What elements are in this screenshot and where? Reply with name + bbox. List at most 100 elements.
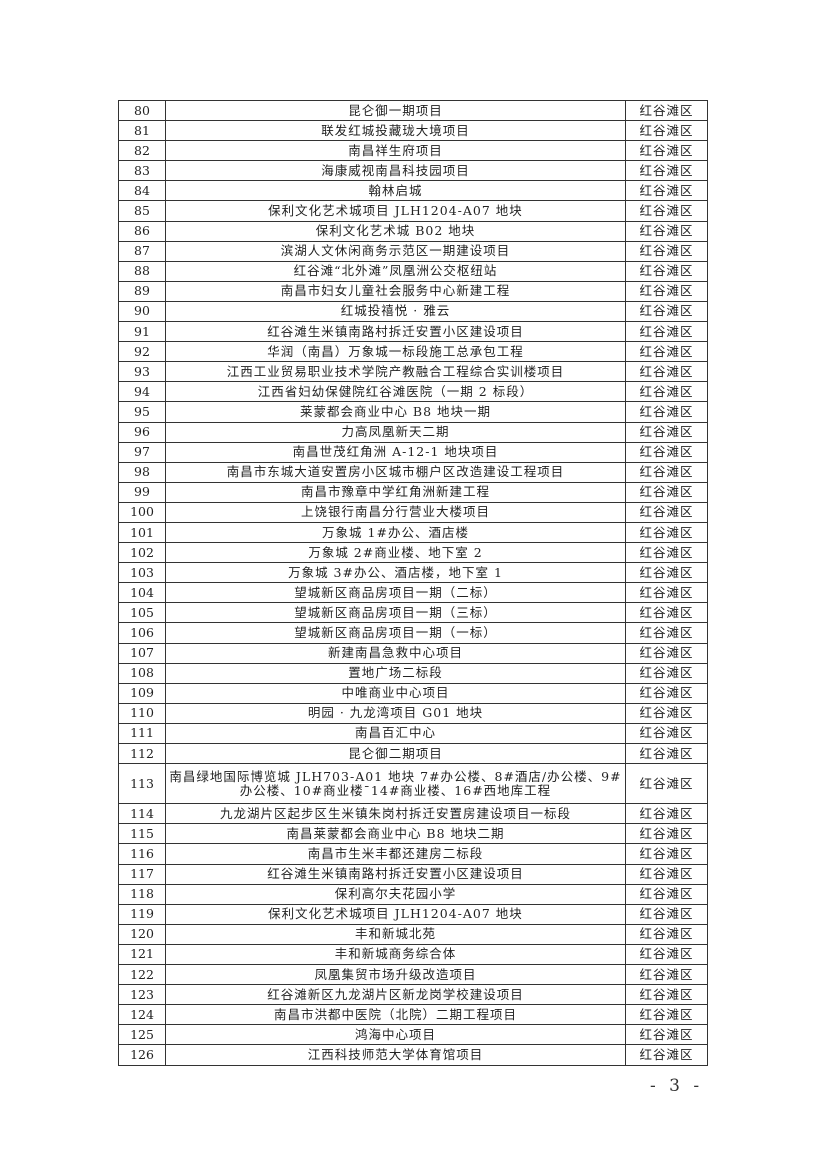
project-name-cell: 望城新区商品房项目一期（一标） xyxy=(165,622,626,644)
district-cell: 红谷滩区 xyxy=(625,1004,708,1026)
row-number-cell: 106 xyxy=(118,622,166,644)
project-name-cell: 南昌世茂红角洲 A-12-1 地块项目 xyxy=(165,441,626,463)
table-row: 112 昆仑御二期项目 红谷滩区 xyxy=(118,742,708,765)
project-name-cell: 江西工业贸易职业技术学院产教融合工程综合实训楼项目 xyxy=(165,361,626,383)
table-row: 108 置地广场二标段 红谷滩区 xyxy=(118,662,708,684)
table-row: 96 力高凤凰新天二期 红谷滩区 xyxy=(118,421,708,443)
district-cell: 红谷滩区 xyxy=(625,1044,708,1066)
row-number-cell: 122 xyxy=(118,964,166,986)
district-cell: 红谷滩区 xyxy=(625,863,708,885)
table-row: 111 南昌百汇中心 红谷滩区 xyxy=(118,722,708,745)
table-row: 118 保利高尔夫花园小学 红谷滩区 xyxy=(118,883,708,905)
project-name-cell: 红谷滩新区九龙湖片区新龙岗学校建设项目 xyxy=(165,984,626,1006)
district-cell: 红谷滩区 xyxy=(625,984,708,1006)
project-name-cell: 保利文化艺术城项目 JLH1204-A07 地块 xyxy=(165,903,626,925)
district-cell: 红谷滩区 xyxy=(625,461,708,483)
table-row: 92 华润（南昌）万象城一标段施工总承包工程 红谷滩区 xyxy=(118,341,708,363)
district-cell: 红谷滩区 xyxy=(625,622,708,644)
district-cell: 红谷滩区 xyxy=(625,240,708,262)
district-cell: 红谷滩区 xyxy=(625,1024,708,1046)
row-number-cell: 104 xyxy=(118,582,166,604)
district-cell: 红谷滩区 xyxy=(625,280,708,302)
row-number-cell: 109 xyxy=(118,682,166,704)
district-cell: 红谷滩区 xyxy=(625,662,708,684)
row-number-cell: 92 xyxy=(118,341,166,363)
row-number-cell: 96 xyxy=(118,421,166,443)
district-cell: 红谷滩区 xyxy=(625,803,708,825)
table-row: 119 保利文化艺术城项目 JLH1204-A07 地块 红谷滩区 xyxy=(118,903,708,925)
project-table-body: 80 昆仑御一期项目 红谷滩区 81 联发红城投藏珑大境项目 红谷滩区 82 南昌祥生府项目红… xyxy=(118,99,708,1066)
table-row: 101 万象城 1#办公、酒店楼 红谷滩区 xyxy=(118,521,708,544)
table-row: 102 万象城 2#商业楼、地下室 2 红谷滩区 xyxy=(118,542,708,564)
project-name-cell: 华润（南昌）万象城一标段施工总承包工程 xyxy=(165,341,626,363)
row-number-cell: 86 xyxy=(118,220,166,242)
district-cell: 红谷滩区 xyxy=(625,903,708,925)
table-row: 81 联发红城投藏珑大境项目 红谷滩区 xyxy=(118,120,708,142)
table-row: 107 新建南昌急救中心项目 红谷滩区 xyxy=(118,642,708,664)
district-cell: 红谷滩区 xyxy=(625,542,708,564)
district-cell: 红谷滩区 xyxy=(625,682,708,704)
project-name-cell: 鸿海中心项目 xyxy=(165,1024,626,1046)
table-row: 103 万象城 3#办公、酒店楼，地下室 1 红谷滩区 xyxy=(118,562,708,584)
district-cell: 红谷滩区 xyxy=(625,321,708,343)
row-number-cell: 89 xyxy=(118,280,166,302)
row-number-cell: 119 xyxy=(118,903,166,925)
district-cell: 红谷滩区 xyxy=(625,381,708,403)
row-number-cell: 88 xyxy=(118,260,166,282)
district-cell: 红谷滩区 xyxy=(625,200,708,222)
table-row: 83 海康威视南昌科技园项目 红谷滩区 xyxy=(118,160,708,182)
row-number-cell: 126 xyxy=(118,1044,166,1066)
table-row: 117 红谷滩生米镇南路村拆迁安置小区建设项目 红谷滩区 xyxy=(118,863,708,885)
project-name-cell: 滨湖人文休闲商务示范区一期建设项目 xyxy=(165,240,626,262)
project-name-cell: 昆仑御二期项目 xyxy=(165,742,626,765)
row-number-cell: 98 xyxy=(118,461,166,483)
row-number-cell: 94 xyxy=(118,381,166,403)
table-row: 109 中唯商业中心项目 红谷滩区 xyxy=(118,682,708,704)
table-row: 105 望城新区商品房项目一期（三标） 红谷滩区 xyxy=(118,602,708,624)
district-cell: 红谷滩区 xyxy=(625,441,708,463)
row-number-cell: 107 xyxy=(118,642,166,664)
table-row: 123 红谷滩新区九龙湖片区新龙岗学校建设项目 红谷滩区 xyxy=(118,984,708,1006)
row-number-cell: 101 xyxy=(118,521,166,544)
row-number-cell: 102 xyxy=(118,542,166,564)
district-cell: 红谷滩区 xyxy=(625,99,708,122)
district-cell: 红谷滩区 xyxy=(625,481,708,503)
table-row: 110 明园 · 九龙湾项目 G01 地块 红谷滩区 xyxy=(118,702,708,724)
district-cell: 红谷滩区 xyxy=(625,943,708,966)
project-name-cell: 红谷滩“北外滩”凤凰洲公交枢纽站 xyxy=(165,260,626,282)
project-name-cell: 置地广场二标段 xyxy=(165,662,626,684)
project-name-cell: 南昌市洪都中医院（北院）二期工程项目 xyxy=(165,1004,626,1026)
table-row: 91 红谷滩生米镇南路村拆迁安置小区建设项目 红谷滩区 xyxy=(118,321,708,343)
row-number-cell: 100 xyxy=(118,501,166,523)
district-cell: 红谷滩区 xyxy=(625,562,708,584)
project-name-cell: 南昌市豫章中学红角洲新建工程 xyxy=(165,481,626,503)
row-number-cell: 97 xyxy=(118,441,166,463)
district-cell: 红谷滩区 xyxy=(625,361,708,383)
table-row: 85 保利文化艺术城项目 JLH1204-A07 地块 红谷滩区 xyxy=(118,200,708,222)
table-row: 122 凤凰集贸市场升级改造项目 红谷滩区 xyxy=(118,964,708,986)
row-number-cell: 103 xyxy=(118,562,166,584)
row-number-cell: 120 xyxy=(118,923,166,945)
district-cell: 红谷滩区 xyxy=(625,421,708,443)
table-row: 94 江西省妇幼保健院红谷滩医院（一期 2 标段） 红谷滩区 xyxy=(118,381,708,403)
table-row: 95 莱蒙都会商业中心 B8 地块一期 红谷滩区 xyxy=(118,401,708,423)
project-name-cell: 莱蒙都会商业中心 B8 地块一期 xyxy=(165,401,626,423)
district-cell: 红谷滩区 xyxy=(625,964,708,986)
table-row: 80 昆仑御一期项目 红谷滩区 xyxy=(118,99,708,122)
row-number-cell: 121 xyxy=(118,943,166,966)
row-number-cell: 105 xyxy=(118,602,166,624)
row-number-cell: 85 xyxy=(118,200,166,222)
table-row: 82 南昌祥生府项目 红谷滩区 xyxy=(118,140,708,162)
table-row: 87 滨湖人文休闲商务示范区一期建设项目 红谷滩区 xyxy=(118,240,708,262)
row-number-cell: 80 xyxy=(118,99,166,122)
project-name-cell: 南昌绿地国际博览城 JLH703-A01 地块 7#办公楼、8#酒店/办公楼、9… xyxy=(165,763,626,805)
district-cell: 红谷滩区 xyxy=(625,883,708,905)
project-name-cell: 南昌百汇中心 xyxy=(165,722,626,745)
district-cell: 红谷滩区 xyxy=(625,742,708,765)
table-row: 88 红谷滩“北外滩”凤凰洲公交枢纽站 红谷滩区 xyxy=(118,260,708,282)
project-name-cell: 江西省妇幼保健院红谷滩医院（一期 2 标段） xyxy=(165,381,626,403)
table-row: 106 望城新区商品房项目一期（一标） 红谷滩区 xyxy=(118,622,708,644)
table-row: 86 保利文化艺术城 B02 地块 红谷滩区 xyxy=(118,220,708,242)
project-name-cell: 丰和新城商务综合体 xyxy=(165,943,626,966)
project-name-cell: 红城投禧悦 · 雅云 xyxy=(165,300,626,323)
